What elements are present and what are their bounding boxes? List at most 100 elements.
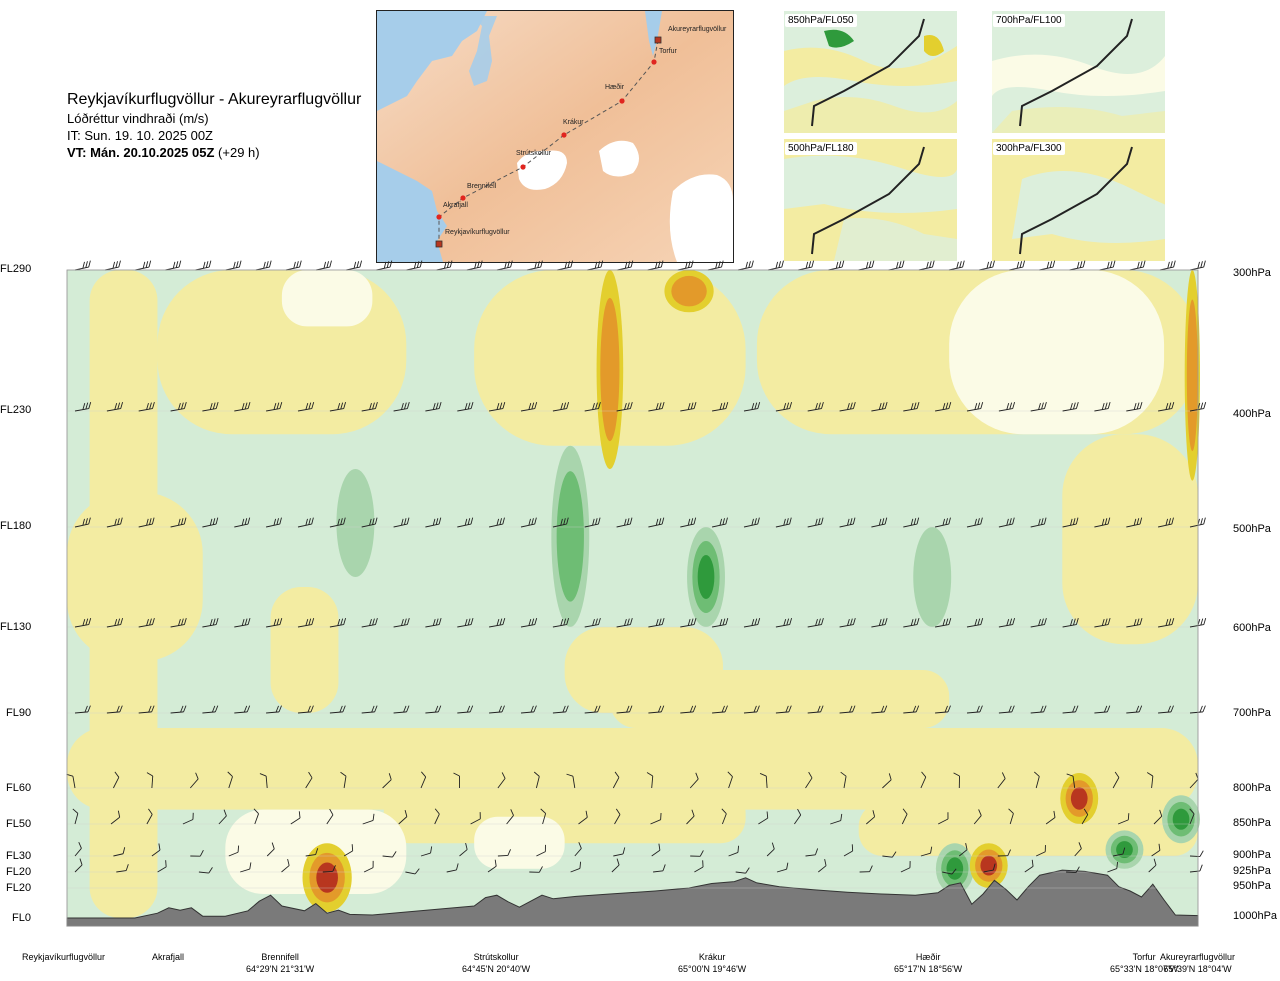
wind-barb: [794, 808, 802, 825]
fl-label-2: FL180: [0, 520, 32, 532]
wind-barb: [768, 260, 784, 271]
wind-barb-flag: [944, 705, 948, 713]
waypoint-label-7: Akureyrarflugvöllur 65°39'N 18°04'W: [1160, 951, 1235, 975]
wind-barb-flag: [404, 618, 407, 626]
wind-barb-flag: [974, 518, 977, 526]
wind-barb-flag: [788, 705, 792, 713]
wind-barb: [557, 260, 574, 271]
wind-barb-shaft: [1158, 711, 1172, 714]
wind-barb-flag: [805, 261, 809, 269]
wind-barb-flag: [901, 260, 905, 268]
wind-barb-flag: [757, 517, 760, 525]
wind-barb-flag: [88, 260, 91, 268]
wind-barb: [552, 517, 569, 528]
wind-barb-flag: [115, 261, 118, 268]
wind-barb: [234, 618, 251, 628]
wind-barb-shaft: [983, 869, 994, 873]
wind-barb-flag: [724, 705, 728, 713]
wind-barb-flag: [308, 618, 312, 626]
wind-barb-flag: [850, 402, 853, 410]
wind-barb-shaft: [920, 852, 931, 857]
wind-barb-flag: [544, 844, 546, 852]
wind-band: [270, 587, 339, 713]
wind-barb-flag: [152, 618, 155, 625]
route-map-svg: Akureyrarflugvöllur Torfur Hæðir Krákur Strú…: [377, 11, 733, 262]
wind-barb: [839, 618, 856, 628]
wind-barb-flag: [432, 518, 436, 526]
wind-barb-flag: [1159, 809, 1163, 817]
wind-barb-shaft: [170, 711, 184, 714]
wind-barb-flag: [435, 402, 439, 410]
wind-barb: [979, 260, 995, 271]
wind-barb-flag: [1153, 858, 1157, 866]
wind-barb: [1062, 517, 1079, 528]
vertical-velocity-cell: [946, 857, 964, 880]
waypoint-name-6: Torfur: [1132, 952, 1156, 962]
thumbnail-700[interactable]: 700hPa/FL100: [992, 11, 1165, 133]
wind-barb-flag: [269, 260, 272, 268]
wind-barb-flag: [1038, 403, 1041, 410]
wind-barb: [112, 771, 120, 789]
thumbnail-850[interactable]: 850hPa/FL050: [784, 11, 957, 133]
wind-barb: [920, 771, 927, 789]
wind-barb-flag: [585, 810, 588, 818]
wind-barb-shaft: [496, 266, 511, 271]
thumbnail-500[interactable]: 500hPa/FL180: [784, 139, 957, 261]
wind-barb-flag: [1138, 705, 1143, 713]
wind-barb: [195, 260, 212, 271]
wind-barb-flag: [980, 402, 984, 409]
wind-barb-shaft: [839, 408, 854, 412]
wind-barb: [1159, 260, 1176, 271]
wind-barb: [735, 867, 750, 874]
wind-barb: [614, 808, 621, 825]
wind-barb: [1062, 705, 1079, 714]
wind-barb-flag: [942, 403, 946, 410]
wind-barb-flag: [1165, 518, 1169, 526]
wind-barb: [648, 517, 665, 528]
p-label-0: 300hPa: [1233, 267, 1271, 279]
wind-barb-flag: [849, 705, 853, 713]
wind-barb: [1062, 402, 1079, 412]
fl-label-6: FL50: [6, 818, 32, 830]
wind-barb-shaft: [648, 624, 663, 628]
wind-barb: [775, 517, 792, 528]
vertical-velocity-cell: [985, 862, 992, 870]
wind-barb-flag: [215, 618, 219, 625]
wind-barb: [425, 618, 442, 628]
wind-band: [67, 728, 1198, 810]
thumbnail-300[interactable]: 300hPa/FL300: [992, 139, 1165, 261]
map-glacier-vatnajokull: [669, 174, 733, 262]
wind-barb-flag: [112, 261, 116, 269]
wind-barb-flag: [181, 402, 184, 410]
wind-barb-shaft: [116, 870, 127, 873]
wind-barb-shaft: [112, 777, 120, 789]
wind-barb-shaft: [653, 870, 664, 873]
wind-barb-flag: [85, 261, 88, 268]
wind-barb-shaft: [165, 266, 180, 271]
wind-barb-flag: [1200, 261, 1203, 268]
wind-barb-shaft: [135, 266, 150, 271]
wind-barb-flag: [151, 705, 155, 713]
wind-barb-flag: [986, 261, 990, 269]
wind-barb-flag: [208, 260, 212, 268]
wind-barb-shaft: [1189, 855, 1201, 857]
wind-barb: [1158, 618, 1175, 628]
wind-barb: [457, 705, 474, 714]
wind-barb-flag: [745, 261, 748, 269]
wind-barb-shaft: [1189, 408, 1204, 412]
wind-barb-shaft: [138, 523, 153, 528]
wind-barb: [584, 705, 601, 714]
wind-barb-flag: [343, 517, 346, 525]
wind-barb: [616, 402, 633, 412]
wind-barb-flag: [891, 851, 897, 858]
wind-barb-flag: [719, 518, 723, 526]
wind-barb: [574, 842, 582, 857]
wind-barb: [305, 771, 313, 789]
wind-barb: [198, 867, 213, 874]
wind-barb-flag: [878, 619, 882, 626]
wind-barb-shaft: [1107, 868, 1117, 873]
wind-barb-shaft: [170, 523, 185, 528]
wind-barb: [743, 517, 760, 528]
thumbnail-700-map: [992, 11, 1165, 133]
wind-barb: [807, 618, 824, 628]
